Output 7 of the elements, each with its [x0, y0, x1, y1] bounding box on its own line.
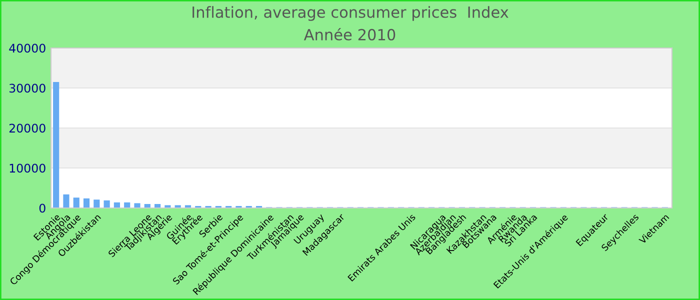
- y-tick-label: 20000: [9, 124, 46, 133]
- y-tick-label: 40000: [9, 44, 46, 53]
- y-tick-label: 30000: [9, 84, 46, 93]
- y-tick-label: 10000: [10, 164, 46, 173]
- chart-title: Inflation, average consumer prices Index: [192, 6, 508, 21]
- chart-subtitle: Année 2010: [304, 28, 396, 40]
- y-tick-label: 0: [39, 204, 46, 213]
